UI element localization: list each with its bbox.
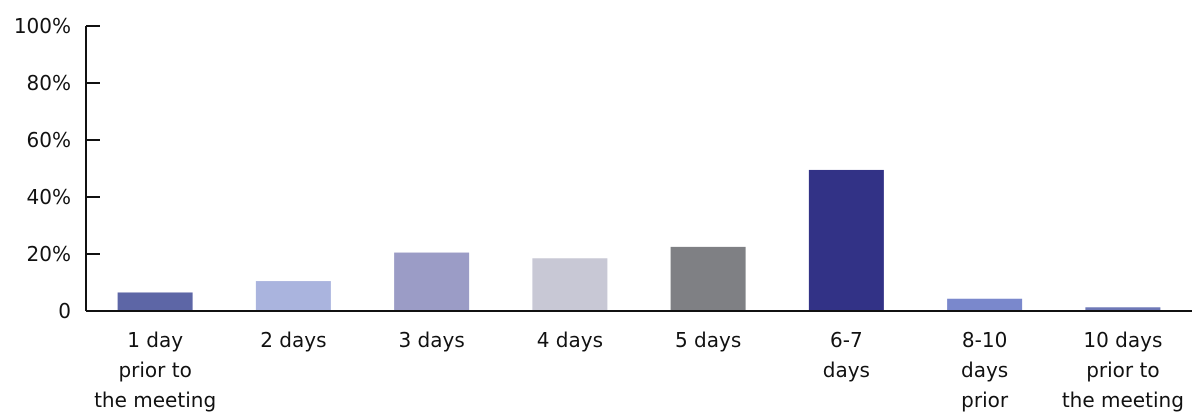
bar-6: [808, 169, 884, 311]
x-category-label-line: 10 days: [1083, 328, 1162, 352]
axes-group: [85, 25, 1192, 312]
x-category-label-line: the meeting: [1062, 388, 1184, 412]
bar-8: [1085, 307, 1161, 311]
x-category-label: 5 days: [675, 328, 741, 352]
bar-3: [394, 252, 470, 311]
x-category-label-line: 2 days: [260, 328, 326, 352]
x-category-label-line: 4 days: [537, 328, 603, 352]
x-category-label: 4 days: [537, 328, 603, 352]
bar-5: [670, 246, 746, 311]
x-category-label-line: days: [823, 358, 870, 382]
y-tick-label: 60%: [27, 128, 71, 152]
x-category-label-line: prior to: [118, 358, 191, 382]
bar-2: [255, 281, 331, 311]
y-tick-label: 80%: [27, 71, 71, 95]
bar-1: [117, 292, 193, 311]
y-tick-labels: 0 20% 40% 60% 80% 100%: [14, 14, 71, 323]
x-category-label-line: the meeting: [94, 388, 216, 412]
x-category-label: 10 days prior to the meeting: [1062, 328, 1184, 412]
x-category-label: 3 days: [398, 328, 464, 352]
bar-7: [947, 298, 1023, 311]
x-category-labels: 1 day prior to the meeting 2 days 3 days 4 da…: [94, 328, 1184, 412]
x-category-label: 2 days: [260, 328, 326, 352]
x-category-label-line: days: [961, 358, 1008, 382]
x-category-label-line: 1 day: [127, 328, 183, 352]
x-category-label-line: prior: [961, 388, 1009, 412]
x-category-label-line: 6-7: [830, 328, 863, 352]
x-category-label-line: 3 days: [398, 328, 464, 352]
y-tick-label: 20%: [27, 242, 71, 266]
y-tick-label: 40%: [27, 185, 71, 209]
x-category-label: 1 day prior to the meeting: [94, 328, 216, 412]
y-tick-label: 0: [58, 299, 71, 323]
x-category-label: 8-10 days prior: [961, 328, 1009, 412]
y-tick-label: 100%: [14, 14, 71, 38]
x-category-label: 6-7 days: [823, 328, 870, 382]
bars-group: [117, 169, 1161, 311]
x-category-label-line: 5 days: [675, 328, 741, 352]
x-category-label-line: 8-10: [962, 328, 1007, 352]
bar-4: [532, 258, 608, 311]
x-category-label-line: prior to: [1086, 358, 1159, 382]
